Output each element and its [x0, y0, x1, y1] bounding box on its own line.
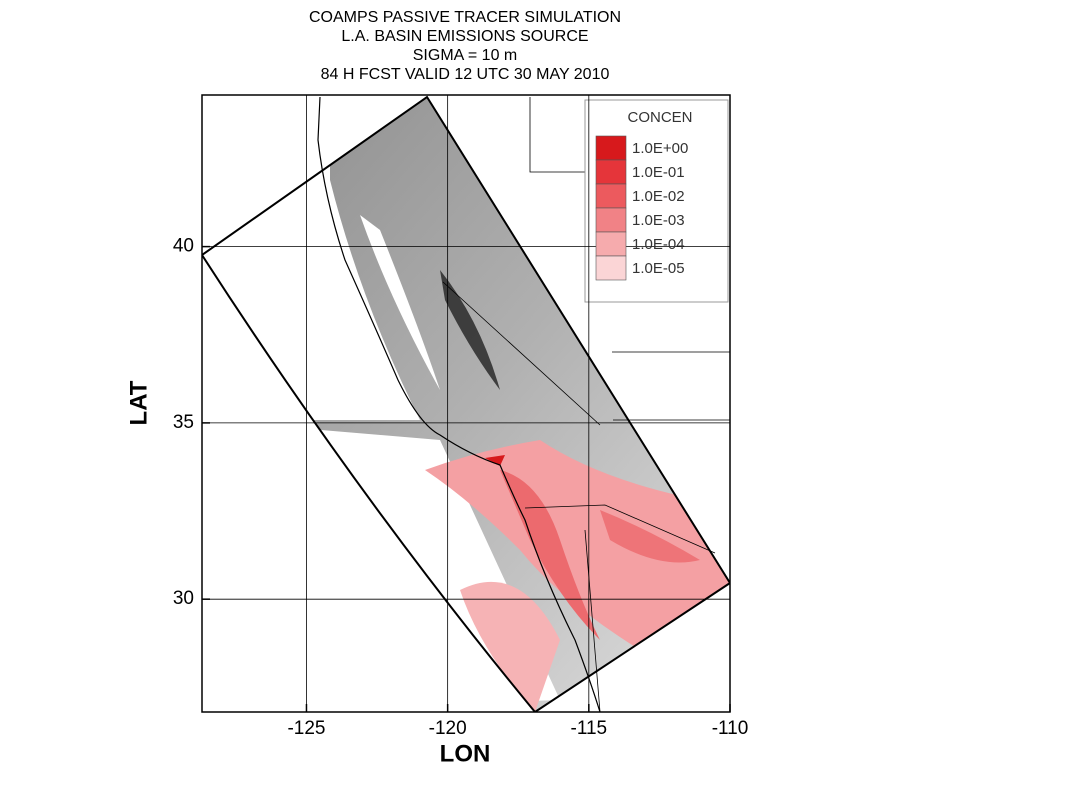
- x-tick-label: -125: [287, 718, 325, 739]
- x-tick-label: -120: [429, 718, 467, 739]
- plume: [600, 510, 700, 563]
- y-tick-label: 30: [173, 588, 194, 609]
- plume-core: [485, 455, 505, 466]
- title-line: L.A. BASIN EMISSIONS SOURCE: [341, 28, 588, 45]
- title: COAMPS PASSIVE TRACER SIMULATION L.A. BA…: [309, 9, 621, 83]
- x-tick-label: -115: [571, 718, 608, 739]
- legend-swatch: [595, 159, 627, 185]
- legend-swatch: [595, 207, 627, 233]
- legend-swatch: [595, 255, 627, 281]
- title-line: COAMPS PASSIVE TRACER SIMULATION: [309, 9, 621, 26]
- x-axis-label: LON: [440, 740, 491, 767]
- y-tick-label: 40: [173, 236, 194, 257]
- legend-label: 1.0E-04: [632, 236, 685, 253]
- legend-label: 1.0E-05: [632, 260, 685, 277]
- legend-label: 1.0E-03: [632, 212, 685, 229]
- plume: [425, 440, 730, 650]
- plume: [460, 581, 560, 712]
- title-line: 84 H FCST VALID 12 UTC 30 MAY 2010: [321, 66, 610, 83]
- sierra: [440, 270, 500, 390]
- legend-swatch: [595, 231, 627, 257]
- coastline: [317, 96, 601, 712]
- legend-label: 1.0E-02: [632, 188, 685, 205]
- boundary: [442, 97, 730, 712]
- legend-label: 1.0E-01: [632, 164, 685, 181]
- legend-title: CONCEN: [627, 109, 692, 126]
- plume: [500, 470, 600, 640]
- legend-swatch: [595, 135, 627, 161]
- legend-swatch: [595, 183, 627, 209]
- domain-outline: [202, 95, 730, 712]
- legend-label: 1.0E+00: [632, 140, 688, 157]
- valley: [360, 215, 440, 390]
- y-axis-label: LAT: [125, 380, 152, 425]
- title-line: SIGMA = 10 m: [413, 47, 517, 64]
- y-tick-label: 35: [173, 412, 194, 433]
- x-tick-label: -110: [712, 718, 749, 739]
